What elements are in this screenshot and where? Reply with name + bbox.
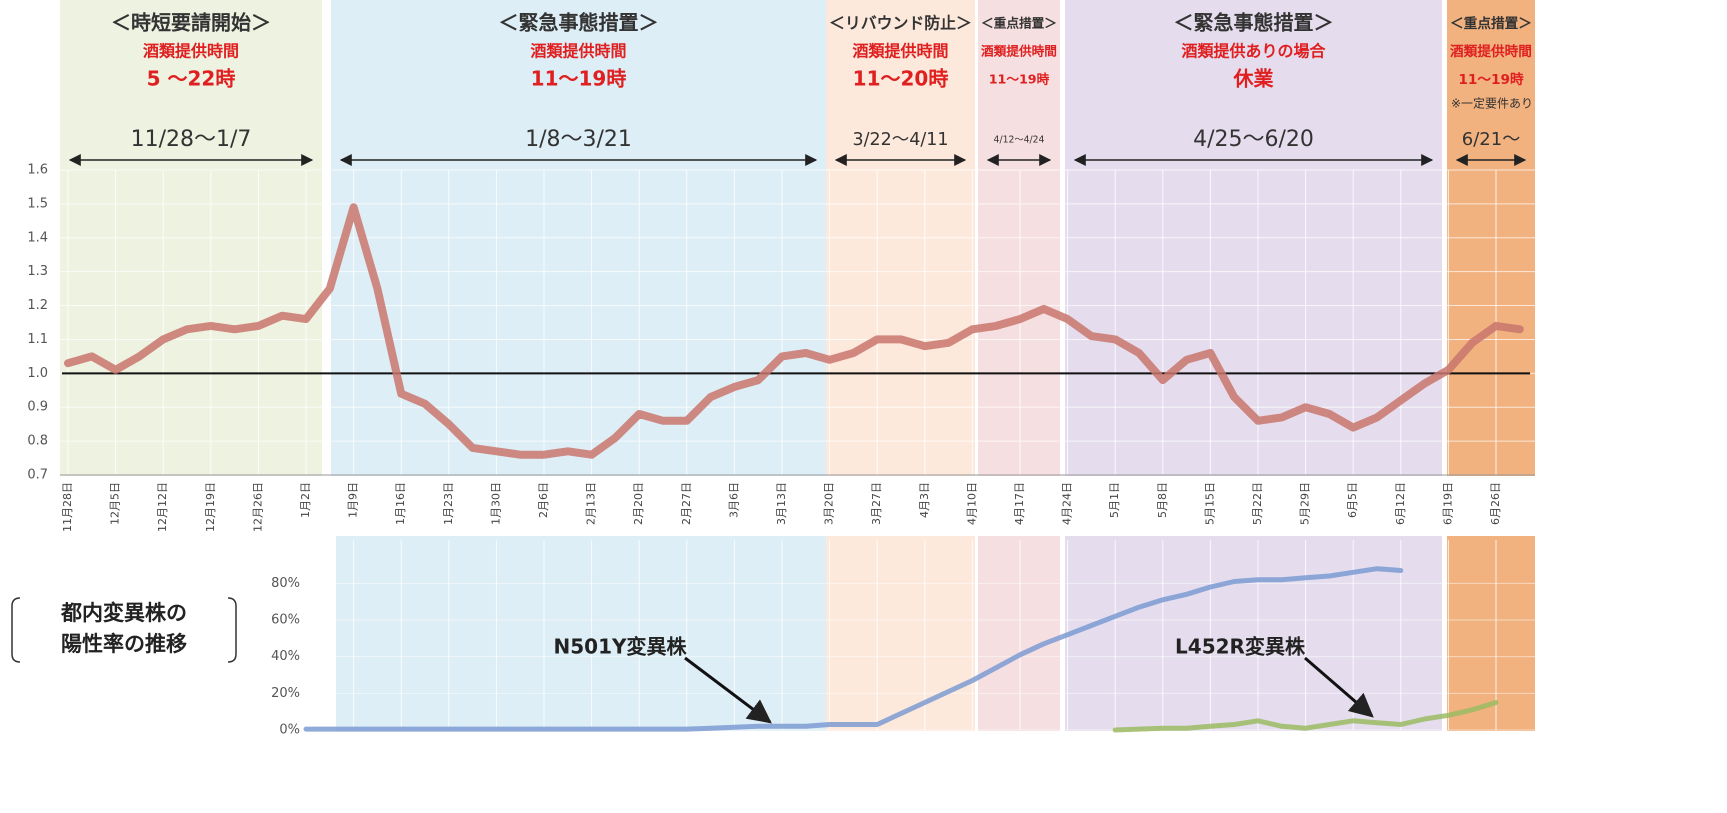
- x-tick-label: 2月6日: [537, 482, 550, 518]
- x-tick-label: 2月20日: [632, 482, 645, 525]
- y-tick-label: 1.1: [27, 332, 48, 347]
- x-tick-label: 12月12日: [156, 482, 169, 532]
- period-hours: 11〜20時: [853, 67, 949, 91]
- period-range: 1/8〜3/21: [525, 127, 632, 152]
- x-tick-label: 5月8日: [1156, 482, 1169, 518]
- series-line: [303, 566, 1404, 732]
- x-tick-label: 1月30日: [489, 482, 502, 525]
- period-range: 11/28〜1/7: [131, 127, 252, 152]
- period-sub: 酒類提供時間: [530, 42, 626, 61]
- period-title: ＜時短要請開始＞: [111, 11, 271, 35]
- x-tick-label: 1月9日: [347, 482, 360, 518]
- y-tick-label: 1.4: [27, 230, 48, 245]
- x-tick-label: 4月10日: [965, 482, 978, 525]
- data-line: [64, 203, 1524, 459]
- y-tick-label: 1.2: [27, 298, 48, 313]
- y-tick-label: 0.8: [27, 434, 48, 449]
- x-tick-label: 3月27日: [870, 482, 883, 525]
- y-tick-label: 1.5: [27, 196, 48, 211]
- x-tick-label: 2月13日: [585, 482, 598, 525]
- side-bracket: [11, 597, 237, 663]
- y-tick-label: 60%: [271, 613, 300, 628]
- y-tick-label: 0%: [279, 723, 300, 738]
- x-tick-label: 12月26日: [251, 482, 264, 532]
- period-band: [978, 536, 1060, 731]
- x-tick-label: 5月29日: [1299, 482, 1312, 525]
- x-tick-label: 6月26日: [1489, 482, 1502, 525]
- x-tick-label: 12月19日: [204, 482, 217, 532]
- x-tick-label: 11月28日: [61, 482, 74, 532]
- period-note: ※一定要件あり: [1451, 96, 1533, 111]
- period-band: [1065, 536, 1442, 731]
- period-sub: 酒類提供時間: [143, 42, 239, 61]
- y-tick-label: 1.6: [27, 163, 48, 178]
- x-tick-label: 6月12日: [1394, 482, 1407, 525]
- series-line: [1112, 700, 1499, 733]
- period-band: [336, 536, 826, 731]
- period-band: [826, 536, 975, 731]
- period-range: 3/22〜4/11: [853, 130, 949, 150]
- period-hours: 11〜19時: [989, 72, 1050, 87]
- y-tick-label: 1.3: [27, 264, 48, 279]
- x-tick-label: 3月20日: [823, 482, 836, 525]
- y-tick-label: 0.9: [27, 400, 48, 415]
- series-label: N501Y変異株: [554, 635, 688, 659]
- y-tick-label: 20%: [271, 686, 300, 701]
- series-arrow: [1304, 656, 1374, 718]
- x-tick-label: 3月13日: [775, 482, 788, 525]
- y-tick-label: 80%: [271, 576, 300, 591]
- x-tick-label: 4月17日: [1013, 482, 1026, 525]
- x-tick-label: 4月3日: [918, 482, 931, 518]
- period-hours: 11〜19時: [531, 67, 627, 91]
- side-title: 都内変異株の: [60, 601, 187, 625]
- x-tick-label: 12月5日: [109, 482, 122, 525]
- x-tick-label: 5月22日: [1251, 482, 1264, 525]
- x-tick-label: 1月23日: [442, 482, 455, 525]
- series-label: L452R変異株: [1175, 635, 1306, 659]
- period-title: ＜緊急事態措置＞: [499, 11, 659, 35]
- y-tick-label: 1.0: [27, 366, 48, 381]
- period-sub: 酒類提供時間: [1450, 43, 1532, 60]
- x-tick-label: 5月15日: [1203, 482, 1216, 525]
- x-tick-label: 6月19日: [1441, 482, 1454, 525]
- period-title: ＜重点措置＞: [1450, 15, 1532, 32]
- x-tick-label: 1月16日: [394, 482, 407, 525]
- side-title: 陽性率の推移: [61, 632, 187, 656]
- x-tick-label: 6月5日: [1346, 482, 1359, 518]
- period-hours: 休業: [1233, 67, 1275, 91]
- period-sub: 酒類提供ありの場合: [1181, 42, 1326, 61]
- x-tick-label: 5月1日: [1108, 482, 1121, 518]
- period-hours: 11〜19時: [1458, 71, 1524, 88]
- period-sub: 酒類提供時間: [981, 44, 1057, 59]
- period-title: ＜リバウンド防止＞: [829, 14, 972, 33]
- series-arrow: [684, 656, 772, 724]
- y-tick-label: 0.7: [27, 468, 48, 483]
- y-tick-label: 40%: [271, 649, 300, 664]
- period-title: ＜緊急事態措置＞: [1174, 11, 1334, 35]
- x-tick-label: 2月27日: [680, 482, 693, 525]
- period-sub: 酒類提供時間: [852, 42, 948, 61]
- x-tick-label: 4月24日: [1061, 482, 1074, 525]
- period-band: [1447, 536, 1535, 731]
- period-range: 6/21〜: [1462, 129, 1521, 150]
- period-range: 4/12〜4/24: [994, 135, 1045, 146]
- period-title: ＜重点措置＞: [981, 16, 1057, 31]
- x-tick-label: 1月2日: [299, 482, 312, 518]
- x-tick-label: 3月6日: [727, 482, 740, 518]
- period-hours: 5 〜22時: [147, 67, 236, 91]
- period-range: 4/25〜6/20: [1193, 127, 1314, 152]
